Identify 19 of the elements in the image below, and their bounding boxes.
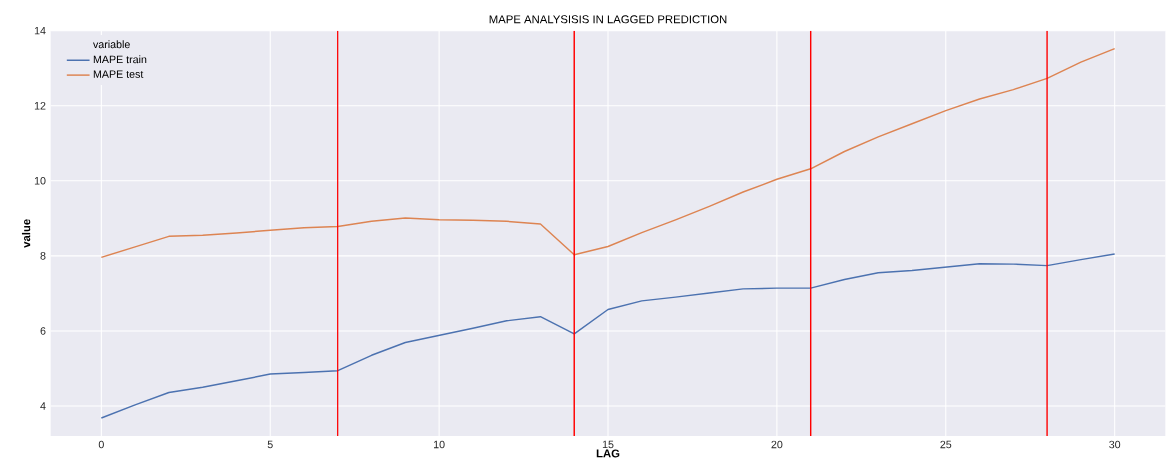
x-tick-label: 5 bbox=[267, 440, 273, 449]
y-tick-label: 6 bbox=[40, 327, 46, 335]
x-tick-label: 10 bbox=[434, 440, 445, 449]
legend-title: variable bbox=[93, 40, 130, 49]
x-tick-label: 25 bbox=[940, 440, 952, 449]
y-tick-label: 14 bbox=[34, 27, 46, 35]
x-tick-label: 20 bbox=[771, 440, 783, 449]
x-axis-title: LAG bbox=[596, 449, 620, 458]
y-tick-label: 10 bbox=[34, 177, 46, 185]
y-tick-label: 12 bbox=[34, 102, 46, 110]
x-tick-label: 0 bbox=[98, 440, 104, 449]
y-tick-label: 8 bbox=[40, 252, 46, 260]
y-axis-title: value bbox=[21, 219, 31, 248]
legend-label: MAPE test bbox=[93, 70, 144, 78]
y-tick-label: 4 bbox=[40, 402, 46, 410]
x-tick-label: 30 bbox=[1109, 440, 1121, 449]
chart-title: MAPE ANALYSISIS IN LAGGED PREDICTION bbox=[489, 15, 727, 24]
x-tick-label: 15 bbox=[602, 440, 614, 449]
legend-label: MAPE train bbox=[93, 55, 147, 64]
